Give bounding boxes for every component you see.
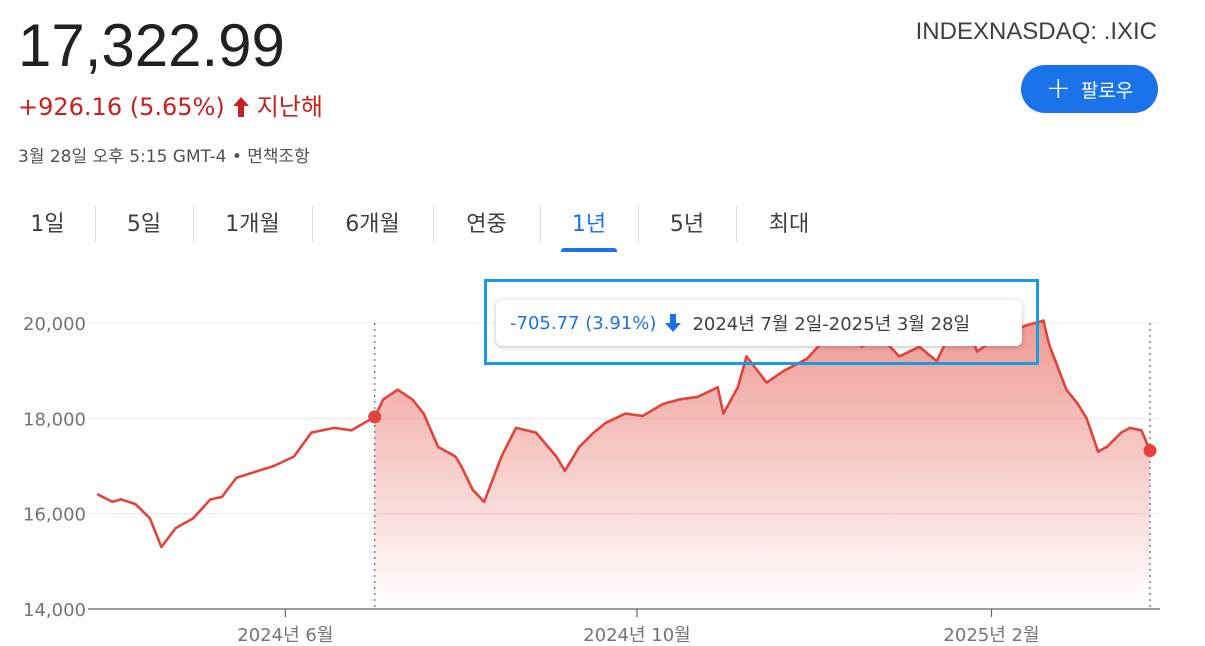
tab-ytd[interactable]: 연중 <box>433 196 540 248</box>
data-point <box>679 398 682 401</box>
data-point <box>975 350 979 353</box>
data-point <box>860 345 863 349</box>
tab-max[interactable]: 최대 <box>736 196 842 248</box>
x-tick-label: 2024년 6월 <box>237 625 333 646</box>
data-point <box>1024 324 1028 327</box>
tab-6m[interactable]: 6개월 <box>312 196 433 248</box>
follow-label: 팔로우 <box>1080 79 1134 102</box>
data-point <box>722 412 725 415</box>
data-point <box>805 357 809 360</box>
data-point <box>661 402 665 406</box>
data-point <box>471 488 474 492</box>
y-tick-label: 16,000 <box>23 505 86 526</box>
ticker-symbol: INDEXNASDAQ: .IXIC <box>915 18 1157 45</box>
tab-1y[interactable]: 1년 <box>540 196 638 248</box>
data-point <box>454 455 457 458</box>
plus-icon: + <box>1045 71 1071 106</box>
change-value: +926.16 (5.65%) <box>18 93 225 121</box>
data-point <box>350 429 353 432</box>
data-point <box>1128 426 1132 430</box>
data-point <box>134 502 137 506</box>
data-point <box>918 345 921 349</box>
data-point <box>272 464 276 468</box>
data-point <box>782 369 786 372</box>
data-point <box>592 431 595 434</box>
follow-button[interactable]: + 팔로우 <box>1021 65 1158 113</box>
arrow-down-icon <box>665 314 682 332</box>
price-chart[interactable]: 14,000 16,000 18,000 20,000 2024년 6월 2024년 10… <box>0 260 1205 646</box>
selection-start-dot <box>368 410 382 424</box>
data-point <box>235 476 238 480</box>
data-point <box>160 545 163 549</box>
arrow-up-icon <box>232 97 249 117</box>
data-point <box>148 517 152 520</box>
data-point <box>209 498 212 501</box>
data-point <box>459 464 463 468</box>
data-point <box>1042 319 1045 322</box>
data-point <box>249 471 252 475</box>
selection-area <box>374 315 1150 609</box>
data-point <box>745 355 748 358</box>
tab-5y[interactable]: 5년 <box>638 196 736 248</box>
data-point <box>1140 429 1143 432</box>
data-point <box>191 517 195 520</box>
x-tick-label: 2024년 10월 <box>583 625 691 646</box>
range-dates: 2024년 7월 2일-2025년 3월 28일 <box>692 314 971 335</box>
data-point <box>765 381 768 384</box>
data-point <box>696 395 699 399</box>
y-tick-label: 14,000 <box>23 600 86 621</box>
tab-1m[interactable]: 1개월 <box>193 196 312 248</box>
data-point <box>578 445 581 449</box>
tab-1d[interactable]: 1일 <box>30 212 65 237</box>
data-point <box>410 398 414 401</box>
data-point <box>96 493 100 496</box>
data-point <box>1105 445 1108 449</box>
x-tick-label: 2025년 2월 <box>943 625 1039 646</box>
data-point <box>396 388 399 391</box>
range-change: -705.77 (3.91%) <box>510 312 657 334</box>
data-point <box>220 495 224 499</box>
timestamp-disclaimer: 3월 28일 오후 5:15 GMT-4 • 면책조항 <box>18 147 310 167</box>
y-tick-label: 18,000 <box>23 409 86 430</box>
data-point <box>514 426 518 430</box>
data-point <box>898 355 901 358</box>
data-point <box>382 398 385 401</box>
price-change: +926.16 (5.65%) 지난해 <box>18 90 323 124</box>
range-tabs: 1일 5일 1개월 6개월 연중 1년 5년 최대 <box>0 196 842 252</box>
data-point <box>716 386 719 389</box>
data-point <box>736 386 740 389</box>
data-point <box>1047 343 1051 346</box>
data-point <box>555 455 558 458</box>
change-period: 지난해 <box>256 93 323 121</box>
data-point <box>483 500 486 503</box>
data-point <box>1065 388 1068 391</box>
data-point <box>1085 417 1088 420</box>
data-point <box>333 426 336 430</box>
selection-end-dot <box>1143 444 1157 458</box>
data-point <box>119 498 123 501</box>
data-point <box>111 500 114 503</box>
data-point <box>292 455 296 458</box>
data-point <box>310 431 313 434</box>
data-point <box>604 421 607 425</box>
data-point <box>422 412 425 415</box>
data-point <box>534 431 538 434</box>
data-point <box>624 412 627 415</box>
data-point <box>935 359 938 363</box>
y-tick-label: 20,000 <box>23 314 86 335</box>
data-point <box>174 526 178 530</box>
data-point <box>1076 402 1080 406</box>
data-point <box>1119 431 1123 434</box>
data-point <box>500 455 503 458</box>
current-price: 17,322.99 <box>18 12 285 79</box>
data-point <box>641 414 644 418</box>
data-point <box>1096 450 1100 453</box>
data-point <box>563 469 567 472</box>
tab-5d[interactable]: 5일 <box>95 196 193 248</box>
data-point <box>436 445 440 449</box>
range-tooltip: -705.77 (3.91%) 2024년 7월 2일-2025년 3월 28일 <box>496 300 1022 346</box>
